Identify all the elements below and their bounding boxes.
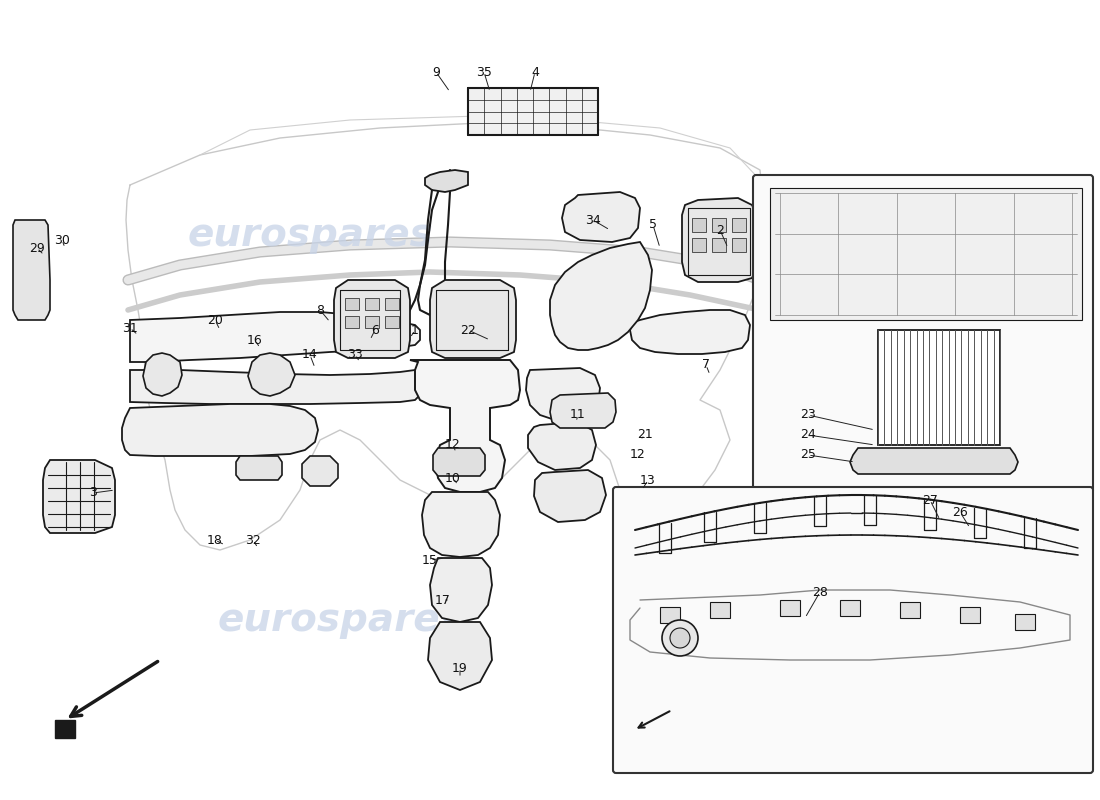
Text: 15: 15 xyxy=(422,554,438,566)
Polygon shape xyxy=(43,460,116,533)
Polygon shape xyxy=(692,218,706,232)
Text: 35: 35 xyxy=(476,66,492,78)
Text: 29: 29 xyxy=(29,242,45,254)
Text: 13: 13 xyxy=(640,474,656,486)
Polygon shape xyxy=(468,88,598,135)
Text: 33: 33 xyxy=(348,349,363,362)
Polygon shape xyxy=(770,188,1082,320)
Text: 5: 5 xyxy=(649,218,657,231)
Text: 3: 3 xyxy=(89,486,97,499)
Polygon shape xyxy=(248,353,295,396)
Text: 11: 11 xyxy=(570,409,586,422)
Circle shape xyxy=(670,628,690,648)
Polygon shape xyxy=(850,448,1018,474)
Polygon shape xyxy=(422,492,501,557)
Polygon shape xyxy=(410,360,520,492)
Polygon shape xyxy=(780,600,800,616)
Text: 19: 19 xyxy=(452,662,468,674)
Text: 26: 26 xyxy=(953,506,968,518)
Text: 22: 22 xyxy=(460,323,476,337)
Text: 2: 2 xyxy=(716,223,724,237)
Polygon shape xyxy=(712,218,726,232)
Text: 32: 32 xyxy=(245,534,261,546)
FancyBboxPatch shape xyxy=(754,175,1093,493)
Polygon shape xyxy=(302,456,338,486)
Polygon shape xyxy=(55,720,75,738)
Text: 25: 25 xyxy=(800,449,816,462)
Text: 27: 27 xyxy=(922,494,938,506)
Polygon shape xyxy=(660,607,680,623)
Text: 7: 7 xyxy=(702,358,710,371)
Text: 17: 17 xyxy=(436,594,451,606)
Polygon shape xyxy=(334,280,410,358)
Polygon shape xyxy=(365,316,380,328)
Polygon shape xyxy=(712,238,726,252)
Polygon shape xyxy=(1015,614,1035,630)
FancyBboxPatch shape xyxy=(613,487,1093,773)
Text: eurospares: eurospares xyxy=(217,601,463,639)
Polygon shape xyxy=(732,218,746,232)
Polygon shape xyxy=(534,470,606,522)
Polygon shape xyxy=(550,393,616,428)
Circle shape xyxy=(662,620,698,656)
Text: 9: 9 xyxy=(432,66,440,78)
Polygon shape xyxy=(345,298,359,310)
Text: 12: 12 xyxy=(630,449,646,462)
Polygon shape xyxy=(562,192,640,242)
Text: 1: 1 xyxy=(411,323,419,337)
Text: 34: 34 xyxy=(585,214,601,226)
Polygon shape xyxy=(425,170,468,192)
Polygon shape xyxy=(526,368,600,420)
Polygon shape xyxy=(960,607,980,623)
Polygon shape xyxy=(433,448,485,476)
Text: 12: 12 xyxy=(446,438,461,451)
Polygon shape xyxy=(130,370,420,404)
Text: 21: 21 xyxy=(637,429,653,442)
Polygon shape xyxy=(385,298,399,310)
Text: eurospares: eurospares xyxy=(187,216,433,254)
Text: 20: 20 xyxy=(207,314,223,326)
Polygon shape xyxy=(528,422,596,470)
Text: 14: 14 xyxy=(302,349,318,362)
Text: 10: 10 xyxy=(446,471,461,485)
Text: 8: 8 xyxy=(316,303,324,317)
Text: 30: 30 xyxy=(54,234,70,246)
Polygon shape xyxy=(428,622,492,690)
Text: 18: 18 xyxy=(207,534,223,546)
Polygon shape xyxy=(345,316,359,328)
Polygon shape xyxy=(122,404,318,456)
Polygon shape xyxy=(900,602,920,618)
Text: 24: 24 xyxy=(800,429,816,442)
Text: 4: 4 xyxy=(531,66,539,78)
Text: 28: 28 xyxy=(812,586,828,598)
Polygon shape xyxy=(692,238,706,252)
Polygon shape xyxy=(430,280,516,358)
Polygon shape xyxy=(365,298,380,310)
Text: 23: 23 xyxy=(800,409,816,422)
Polygon shape xyxy=(710,602,730,618)
Polygon shape xyxy=(630,310,750,354)
Polygon shape xyxy=(878,330,1000,445)
Polygon shape xyxy=(385,316,399,328)
Polygon shape xyxy=(13,220,50,320)
Polygon shape xyxy=(682,198,758,282)
Polygon shape xyxy=(732,238,746,252)
Polygon shape xyxy=(840,600,860,616)
Text: 6: 6 xyxy=(371,323,378,337)
Polygon shape xyxy=(130,312,420,362)
Polygon shape xyxy=(430,558,492,622)
Polygon shape xyxy=(236,456,282,480)
Text: 31: 31 xyxy=(122,322,138,334)
Polygon shape xyxy=(143,353,182,396)
Text: 16: 16 xyxy=(248,334,263,346)
Polygon shape xyxy=(550,242,652,350)
